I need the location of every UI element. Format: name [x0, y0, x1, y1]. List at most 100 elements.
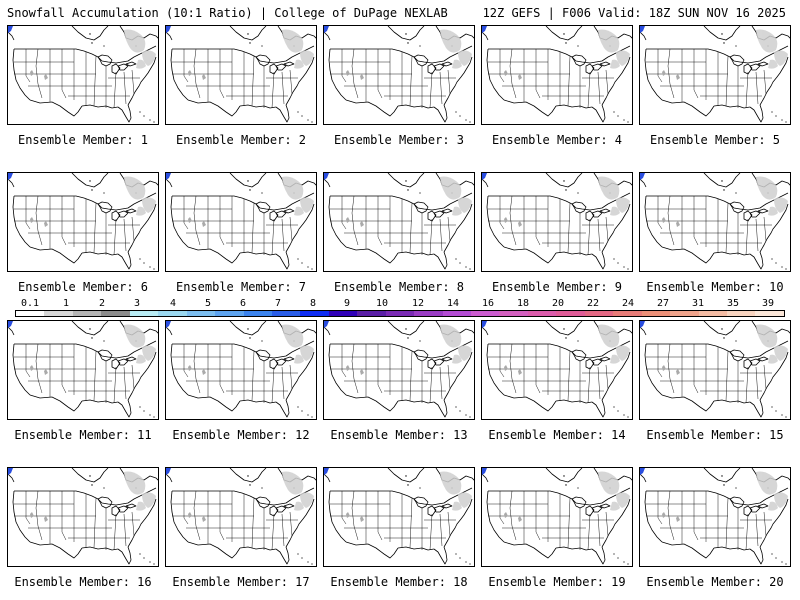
- colorbar-swatch: [215, 311, 244, 316]
- colorbar-swatch: [726, 311, 756, 316]
- us-snowfall-map: [8, 468, 158, 565]
- us-snowfall-map: [640, 468, 790, 565]
- colorbar-tick-label: 10: [375, 298, 389, 309]
- colorbar-tick-label: 31: [691, 298, 705, 309]
- us-snowfall-map: [8, 173, 158, 270]
- ensemble-member-label: Ensemble Member: 17: [172, 575, 310, 589]
- colorbar-swatch: [16, 311, 45, 316]
- colorbar-swatch: [641, 311, 671, 316]
- us-snowfall-map: [166, 468, 316, 565]
- colorbar-tick-label: 20: [551, 298, 565, 309]
- colorbar-swatch: [414, 311, 443, 316]
- colorbar-swatch: [499, 311, 528, 316]
- colorbar-tick-label: 9: [343, 298, 351, 309]
- ensemble-member-label: Ensemble Member: 18: [330, 575, 468, 589]
- ensemble-map-panel-7: [165, 172, 317, 272]
- ensemble-map-panel-10: [639, 172, 791, 272]
- ensemble-map-panel-14: [481, 320, 633, 420]
- ensemble-member-label: Ensemble Member: 7: [175, 280, 307, 294]
- colorbar-tick-label: 0.1: [20, 298, 40, 309]
- colorbar-tick-label: 7: [274, 298, 282, 309]
- colorbar-swatch: [186, 311, 216, 316]
- colorbar-swatch: [72, 311, 102, 316]
- ensemble-map-panel-18: [323, 467, 475, 567]
- colorbar-tick-label: 3: [133, 298, 141, 309]
- ensemble-member-label: Ensemble Member: 19: [488, 575, 626, 589]
- colorbar-tick-label: 35: [726, 298, 740, 309]
- us-snowfall-map: [482, 468, 632, 565]
- ensemble-map-panel-19: [481, 467, 633, 567]
- ensemble-member-label: Ensemble Member: 11: [14, 428, 152, 442]
- colorbar-tick-label: 1: [62, 298, 70, 309]
- ensemble-member-label: Ensemble Member: 4: [491, 133, 623, 147]
- ensemble-member-label: Ensemble Member: 3: [333, 133, 465, 147]
- ensemble-map-panel-5: [639, 25, 791, 125]
- colorbar-tick-label: 2: [98, 298, 106, 309]
- colorbar-tick-label: 39: [761, 298, 775, 309]
- colorbar-tick-label: 5: [204, 298, 212, 309]
- ensemble-map-panel-13: [323, 320, 475, 420]
- chart-title: Snowfall Accumulation (10:1 Ratio) | Col…: [7, 6, 448, 20]
- us-snowfall-map: [324, 468, 474, 565]
- colorbar-tick-label: 22: [586, 298, 600, 309]
- us-snowfall-map: [166, 173, 316, 270]
- colorbar-swatch: [527, 311, 557, 316]
- colorbar-swatch: [613, 311, 642, 316]
- us-snowfall-map: [482, 321, 632, 418]
- us-snowfall-map: [640, 173, 790, 270]
- us-snowfall-map: [324, 321, 474, 418]
- model-run-info: 12Z GEFS | F006 Valid: 18Z SUN NOV 16 20…: [482, 6, 786, 20]
- snowfall-colorbar: [15, 310, 785, 317]
- ensemble-map-panel-4: [481, 25, 633, 125]
- colorbar-swatch: [556, 311, 585, 316]
- ensemble-member-label: Ensemble Member: 13: [330, 428, 468, 442]
- colorbar-swatch: [357, 311, 386, 316]
- ensemble-map-panel-1: [7, 25, 159, 125]
- us-snowfall-map: [166, 321, 316, 418]
- colorbar-tick-label: 6: [239, 298, 247, 309]
- colorbar-swatch: [44, 311, 73, 316]
- colorbar-swatch: [271, 311, 301, 316]
- ensemble-map-panel-3: [323, 25, 475, 125]
- us-snowfall-map: [324, 173, 474, 270]
- ensemble-member-label: Ensemble Member: 8: [333, 280, 465, 294]
- ensemble-map-panel-17: [165, 467, 317, 567]
- ensemble-map-panel-9: [481, 172, 633, 272]
- ensemble-map-panel-2: [165, 25, 317, 125]
- ensemble-map-panel-20: [639, 467, 791, 567]
- us-snowfall-map: [640, 26, 790, 123]
- ensemble-map-panel-15: [639, 320, 791, 420]
- ensemble-member-label: Ensemble Member: 6: [17, 280, 149, 294]
- ensemble-map-panel-16: [7, 467, 159, 567]
- ensemble-map-panel-11: [7, 320, 159, 420]
- colorbar-swatch: [698, 311, 727, 316]
- colorbar-tick-label: 27: [656, 298, 670, 309]
- colorbar-swatch: [670, 311, 699, 316]
- ensemble-member-label: Ensemble Member: 10: [646, 280, 784, 294]
- colorbar-tick-label: 12: [411, 298, 425, 309]
- colorbar-tick-label: 8: [309, 298, 317, 309]
- ensemble-member-label: Ensemble Member: 1: [17, 133, 149, 147]
- ensemble-member-label: Ensemble Member: 14: [488, 428, 626, 442]
- colorbar-tick-label: 16: [481, 298, 495, 309]
- ensemble-map-panel-6: [7, 172, 159, 272]
- colorbar-tick-label: 24: [621, 298, 635, 309]
- colorbar-swatch: [101, 311, 130, 316]
- ensemble-member-label: Ensemble Member: 9: [491, 280, 623, 294]
- ensemble-member-label: Ensemble Member: 15: [646, 428, 784, 442]
- us-snowfall-map: [166, 26, 316, 123]
- colorbar-swatch: [328, 311, 358, 316]
- colorbar-swatch: [129, 311, 159, 316]
- ensemble-member-label: Ensemble Member: 2: [175, 133, 307, 147]
- colorbar-swatch: [471, 311, 500, 316]
- ensemble-map-panel-8: [323, 172, 475, 272]
- colorbar-swatch: [243, 311, 272, 316]
- colorbar-swatch: [158, 311, 187, 316]
- us-snowfall-map: [8, 321, 158, 418]
- us-snowfall-map: [482, 173, 632, 270]
- colorbar-tick-label: 4: [169, 298, 177, 309]
- colorbar-tick-label: 14: [446, 298, 460, 309]
- colorbar-tick-label: 18: [516, 298, 530, 309]
- ensemble-member-label: Ensemble Member: 20: [646, 575, 784, 589]
- ensemble-map-panel-12: [165, 320, 317, 420]
